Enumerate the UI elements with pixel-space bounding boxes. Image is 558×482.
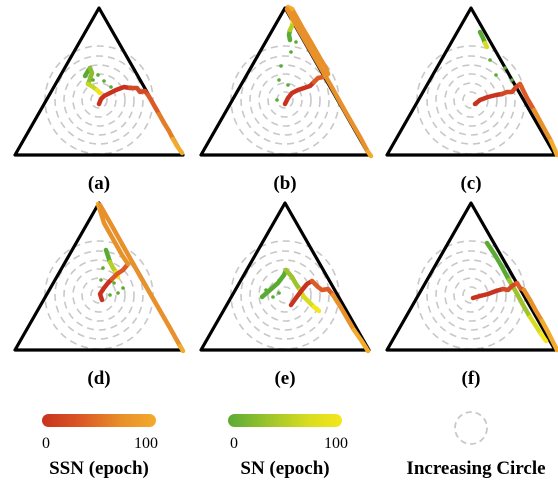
sn-colorbar	[228, 414, 342, 427]
ssn-edge-trace	[284, 6, 374, 159]
simplex-triangle	[199, 6, 371, 157]
panel-f: (f)	[385, 201, 558, 389]
ssn-trajectory	[470, 280, 558, 353]
simplex-triangle	[199, 201, 371, 352]
ssn-trajectory	[288, 278, 371, 354]
ssn-min-label: 0	[42, 435, 50, 452]
sn-scatter-points	[264, 288, 281, 299]
dashed-circle-icon	[454, 411, 488, 445]
panel-label: (f)	[462, 368, 481, 389]
simplex-triangle	[385, 6, 557, 157]
sn-trajectory	[477, 29, 490, 50]
ssn-max-label: 100	[134, 435, 158, 452]
increasing-circles	[416, 45, 526, 155]
circle-legend-title: Increasing Circle	[406, 458, 545, 479]
ssn-legend-title: SSN (epoch)	[49, 458, 149, 479]
ssn-trajectory	[96, 84, 185, 156]
ssn-trajectory	[472, 81, 558, 158]
sn-max-label: 100	[324, 435, 348, 452]
ssn-colorbar	[42, 414, 156, 427]
sn-scatter-points	[488, 58, 514, 82]
ssn-edge-trace	[97, 202, 186, 354]
simplex-triangle	[13, 201, 185, 352]
sn-scatter-points	[99, 266, 125, 297]
simplex-triangle	[385, 201, 557, 352]
panel-label: (e)	[274, 368, 295, 389]
sn-min-label: 0	[230, 435, 238, 452]
sn-scatter-points	[275, 40, 298, 102]
panel-b: (b)	[199, 4, 374, 194]
sn-scatter-points	[91, 73, 113, 89]
legend-circle: Increasing Circle	[406, 411, 546, 479]
panel-label: (c)	[460, 173, 481, 194]
panel-label: (a)	[88, 173, 110, 194]
increasing-circles	[416, 240, 526, 350]
legend: 0 100 SSN (epoch) 0 100 SN (epoch) Incre…	[42, 411, 546, 479]
increasing-circles	[230, 240, 340, 350]
panel-a: (a)	[13, 6, 185, 194]
panel-label: (b)	[273, 173, 296, 194]
legend-ssn: 0 100 SSN (epoch)	[42, 414, 158, 479]
sn-legend-title: SN (epoch)	[240, 458, 329, 479]
panel-d: (d)	[13, 201, 186, 389]
panel-label: (d)	[87, 368, 110, 389]
simplex-triangle	[13, 6, 185, 157]
panel-c: (c)	[385, 6, 558, 194]
legend-sn: 0 100 SN (epoch)	[228, 414, 348, 479]
sn-trajectory	[82, 65, 103, 96]
panel-e: (e)	[199, 201, 371, 389]
ssn-trajectory	[95, 201, 131, 303]
